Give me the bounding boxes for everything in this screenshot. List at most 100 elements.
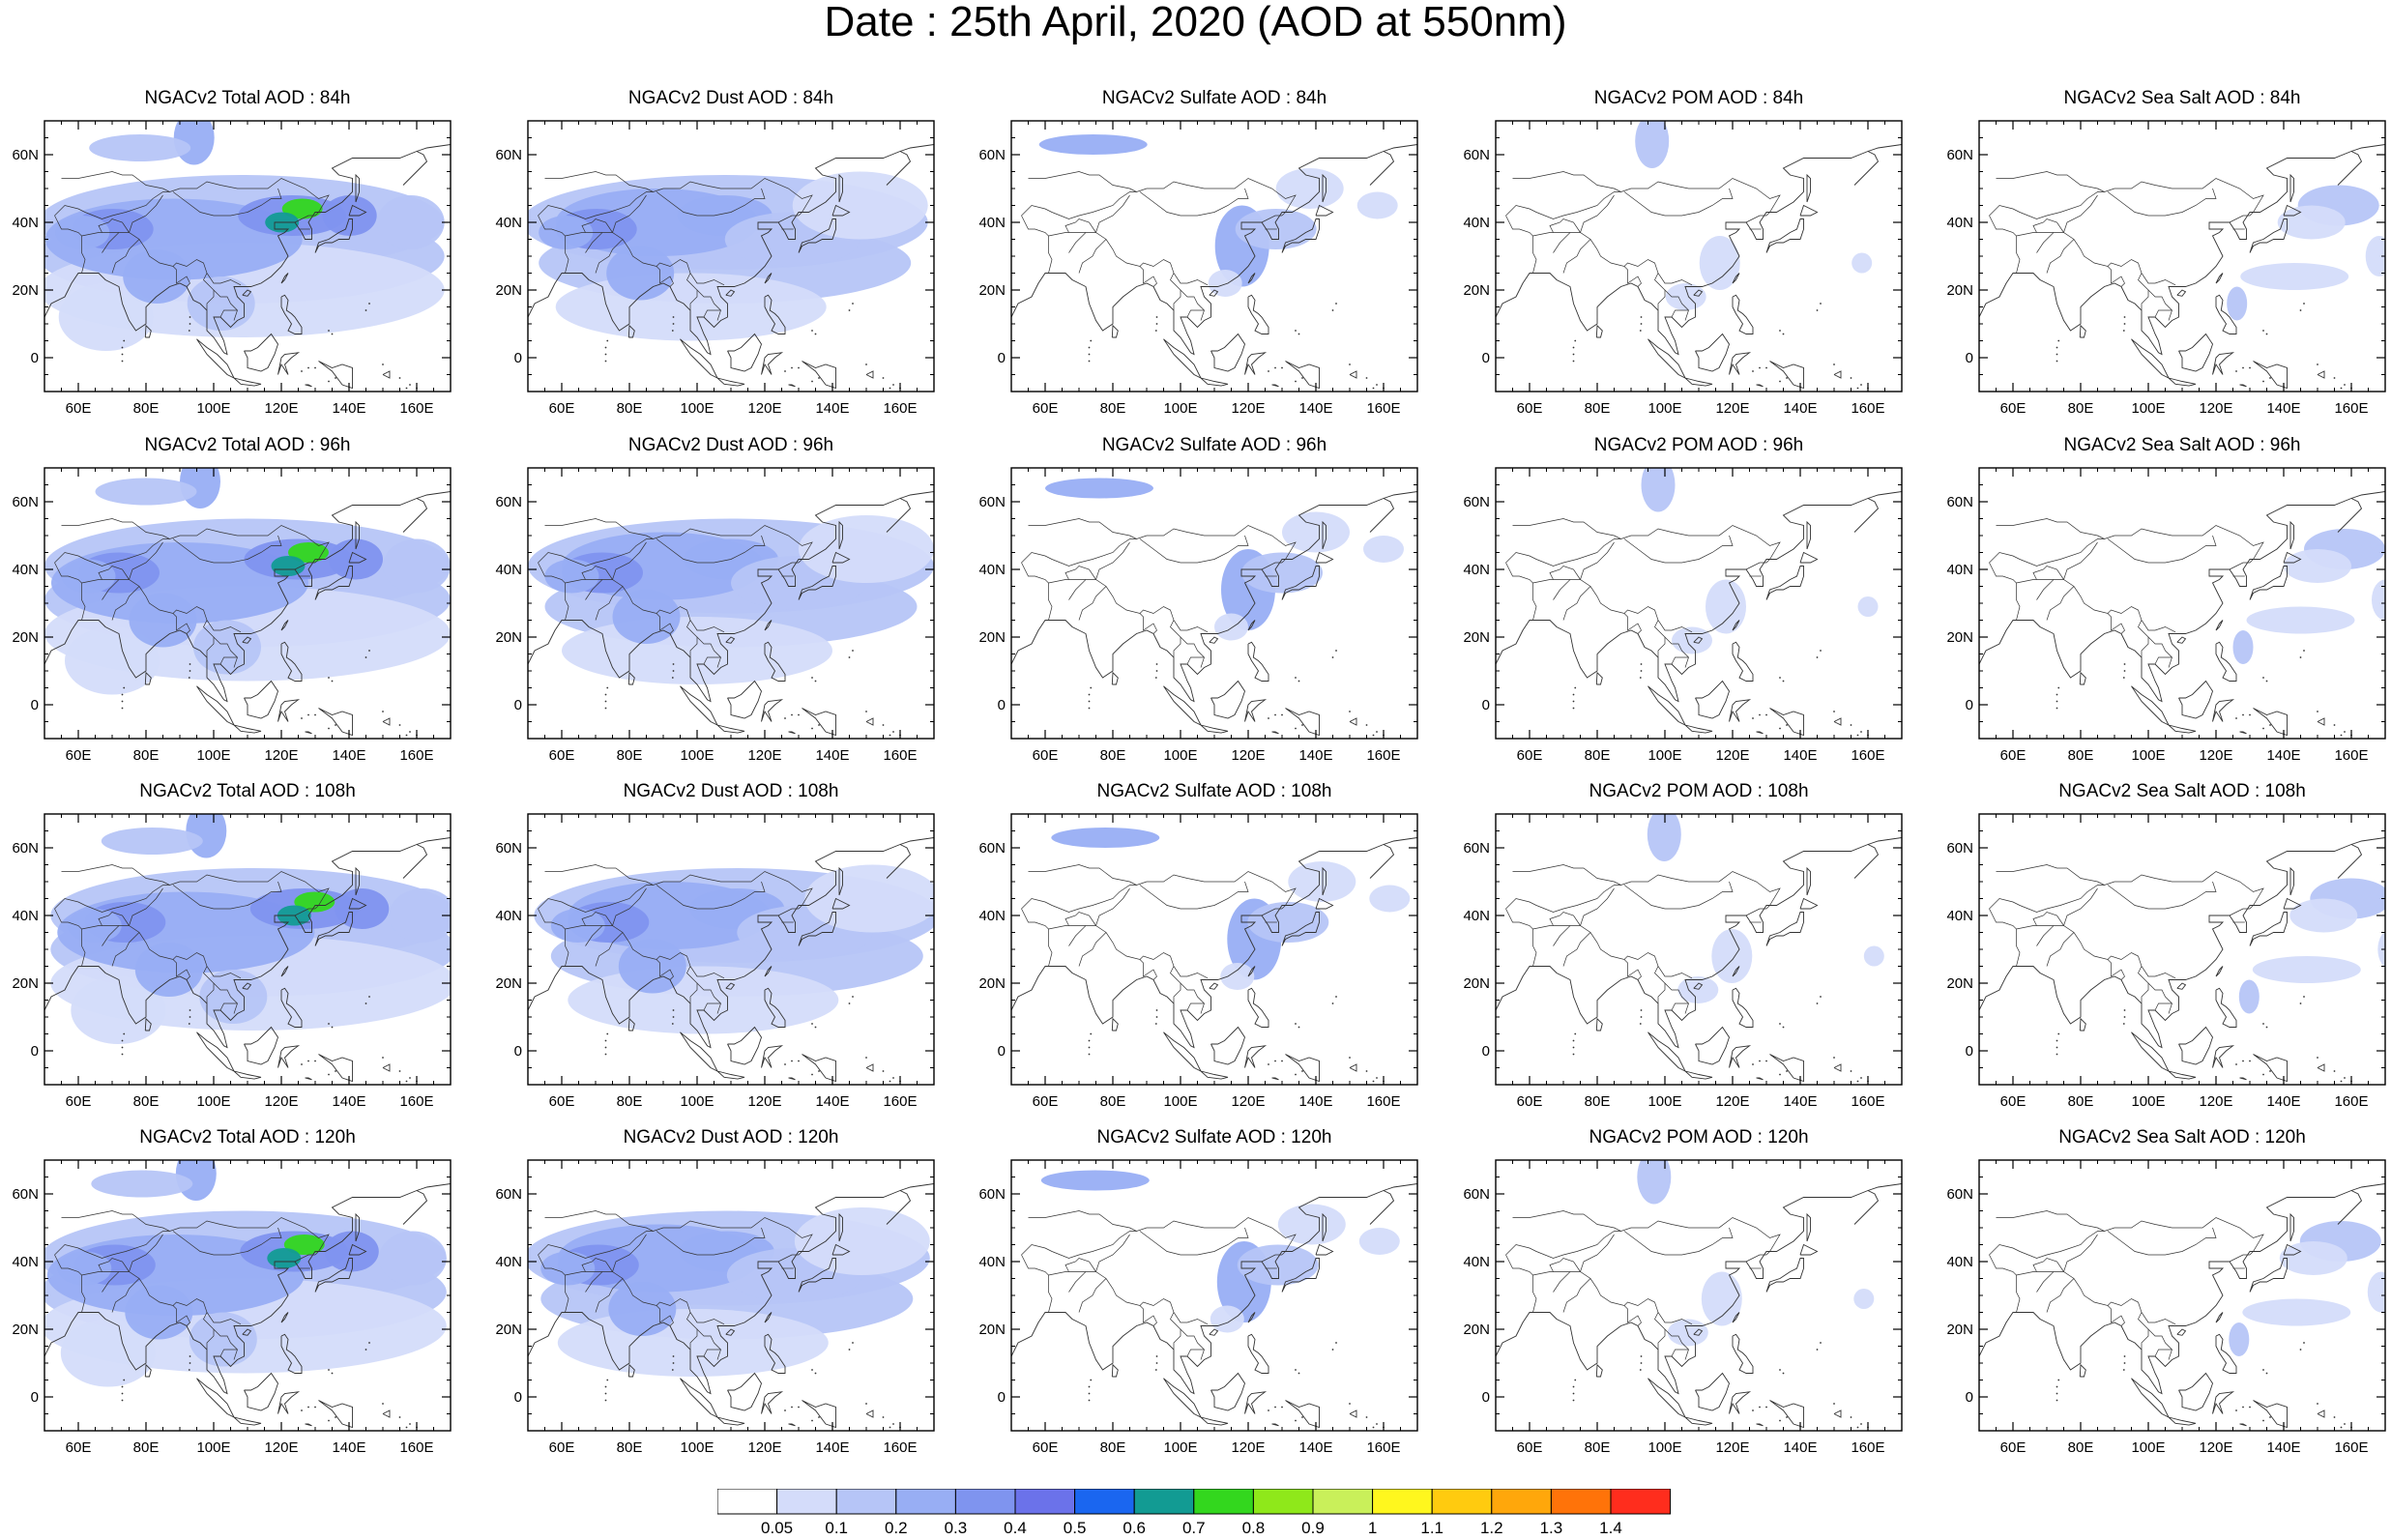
coastline — [277, 1391, 301, 1414]
island — [1295, 1073, 1297, 1076]
lon-tick-label: 60E — [549, 400, 575, 417]
island — [2317, 1403, 2318, 1405]
island — [852, 303, 854, 305]
panel-title: NGACv2 POM AOD : 96h — [1593, 435, 1804, 455]
coastline — [528, 1183, 934, 1395]
country-border — [656, 535, 766, 564]
country-border — [656, 959, 674, 980]
lon-tick-label: 140E — [1783, 400, 1817, 417]
coastline — [1684, 724, 1713, 734]
island — [2262, 330, 2264, 332]
island — [926, 1447, 928, 1449]
lon-tick-label: 140E — [2266, 1439, 2300, 1456]
country-border — [703, 656, 721, 665]
island — [1639, 1369, 1642, 1371]
coastline — [1247, 620, 1256, 631]
aod-field — [129, 593, 197, 648]
lon-tick-label: 80E — [1100, 400, 1126, 417]
island — [1816, 309, 1819, 311]
island — [1894, 408, 1896, 410]
colorbar-swatch — [1550, 1488, 1612, 1515]
coastline — [1244, 1391, 1268, 1414]
island — [121, 707, 124, 710]
coastline — [280, 641, 303, 682]
island — [865, 363, 867, 365]
country-border — [1671, 656, 1689, 665]
island — [335, 377, 336, 379]
country-border — [2032, 1258, 2064, 1272]
country-border — [1512, 1210, 1621, 1232]
coastline — [761, 352, 784, 375]
island — [1154, 677, 1157, 679]
country-border — [172, 1227, 282, 1256]
lat-tick-label: 0 — [1482, 350, 1490, 366]
colorbar-swatch — [1312, 1488, 1374, 1515]
panel-title: NGACv2 Sea Salt AOD : 84h — [2063, 88, 2301, 108]
coastline — [1247, 1312, 1256, 1323]
island — [382, 363, 384, 365]
aod-field — [1369, 885, 1411, 913]
country-border — [1996, 1210, 2105, 1232]
island — [2123, 1362, 2126, 1364]
aod-field — [281, 198, 323, 219]
island — [331, 1372, 334, 1375]
island — [784, 1409, 786, 1411]
lat-tick-label: 20N — [1463, 282, 1490, 299]
lat-tick-label: 40N — [12, 215, 39, 231]
lat-tick-label: 60N — [978, 1186, 1006, 1203]
country-border — [54, 178, 330, 219]
coastline — [1732, 294, 1754, 334]
island — [301, 1409, 303, 1411]
coastline — [1285, 1054, 1320, 1083]
coastline — [725, 1328, 736, 1336]
island — [1572, 707, 1575, 710]
map-panel-sulfate-1: NGACv2 Sulfate AOD : 96h 60N 40N 20N 0 60E 80E… — [978, 435, 1418, 775]
aod-field — [123, 249, 191, 304]
lat-tick-label: 0 — [1482, 1043, 1490, 1060]
country-border — [703, 1349, 721, 1357]
lon-tick-label: 140E — [1298, 1439, 1332, 1456]
coastline — [2283, 897, 2302, 910]
aod-field — [2238, 979, 2260, 1014]
island — [1335, 303, 1337, 305]
aod-field — [61, 559, 116, 594]
country-border — [2046, 1278, 2075, 1313]
lat-tick-label: 40N — [495, 215, 522, 231]
island — [121, 1392, 124, 1395]
country-border — [172, 188, 282, 217]
country-border — [1549, 566, 1581, 580]
island — [1155, 316, 1158, 318]
coastline — [277, 352, 301, 375]
island — [2122, 677, 2125, 679]
coastline — [865, 370, 874, 379]
coastline — [1322, 1212, 1327, 1242]
lon-tick-label: 140E — [2266, 400, 2300, 417]
coastline — [838, 520, 843, 550]
aod-field — [2246, 606, 2355, 634]
coastline — [1210, 1026, 1245, 1065]
coastline — [2283, 551, 2302, 564]
island — [814, 1026, 817, 1029]
coastline — [2317, 1063, 2325, 1072]
lon-tick-label: 160E — [1366, 747, 1400, 764]
island — [1639, 330, 1642, 332]
island — [604, 700, 607, 703]
aod-field — [288, 542, 329, 563]
map-plot: 60N 40N 20N 0 60E 80E 100E 120E 140E 160E — [1463, 813, 1903, 1110]
country-border — [1562, 586, 1591, 621]
country-border — [54, 1217, 330, 1259]
aod-field — [2365, 236, 2385, 276]
aod-field — [1237, 1244, 1319, 1286]
aod-field — [101, 828, 203, 855]
aod-field — [1356, 191, 1398, 219]
coastline — [348, 551, 367, 564]
lon-tick-label: 120E — [264, 1439, 298, 1456]
island — [2340, 387, 2343, 390]
island — [1298, 1372, 1300, 1375]
coastline — [1765, 1258, 1804, 1293]
island — [1779, 1073, 1781, 1076]
country-border — [1139, 535, 1249, 564]
lon-tick-label: 80E — [617, 400, 643, 417]
country-border — [1664, 636, 1689, 668]
island — [328, 1419, 330, 1422]
